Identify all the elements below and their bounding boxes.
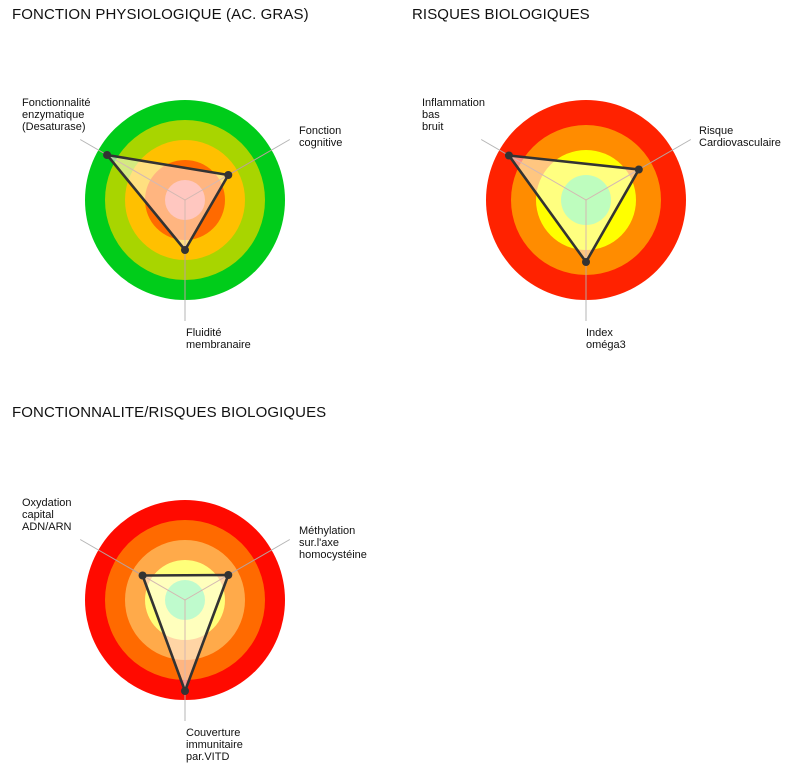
radar-chart-risques: [480, 100, 692, 321]
axis-spoke-0: [499, 149, 587, 201]
axis-label-fluidite-membranaire: Fluidité membranaire: [186, 327, 251, 351]
axis-label-oxydation: Oxydation capital ADN/ARN: [22, 497, 72, 533]
data-point-2: [582, 258, 590, 266]
axis-label-index-omega3: Index oméga3: [586, 327, 626, 351]
radar-chart-fonctionnalite-risques: [79, 500, 291, 721]
axis-spoke-0: [98, 149, 186, 201]
axis-label-methylation: Méthylation sur.l'axe homocystéine: [299, 525, 367, 561]
axis-label-inflammation: Inflammation bas bruit: [422, 97, 485, 133]
data-point-0: [138, 571, 147, 580]
data-outline: [141, 573, 230, 693]
radar-chart-physiologique: [79, 100, 291, 321]
data-point-1: [224, 571, 233, 579]
axis-label-couverture-immunitaire: Couverture immunitaire par.VITD: [186, 727, 243, 763]
axis-label-risque-cardiovasculaire: Risque Cardiovasculaire: [699, 125, 781, 149]
data-point-2: [181, 687, 189, 695]
data-point-2: [181, 246, 189, 254]
axis-label-desaturase: Fonctionnalité enzymatique (Desaturase): [22, 97, 91, 133]
axis-label-fonction-cognitive: Fonction cognitive: [299, 125, 343, 149]
data-outline: [105, 153, 230, 252]
data-point-1: [224, 171, 233, 179]
data-point-0: [504, 151, 513, 160]
chart-title-fonctionnalite-risques: FONCTIONNALITE/RISQUES BIOLOGIQUES: [12, 404, 327, 421]
chart-title-physiologique: FONCTION PHYSIOLOGIQUE (AC. GRAS): [12, 6, 309, 23]
chart-title-risques: RISQUES BIOLOGIQUES: [412, 6, 590, 23]
data-point-1: [634, 165, 643, 174]
data-area: [142, 575, 229, 691]
data-area: [508, 155, 639, 262]
data-outline: [507, 154, 641, 264]
data-point-0: [103, 151, 112, 159]
axis-spoke-1: [585, 149, 673, 201]
